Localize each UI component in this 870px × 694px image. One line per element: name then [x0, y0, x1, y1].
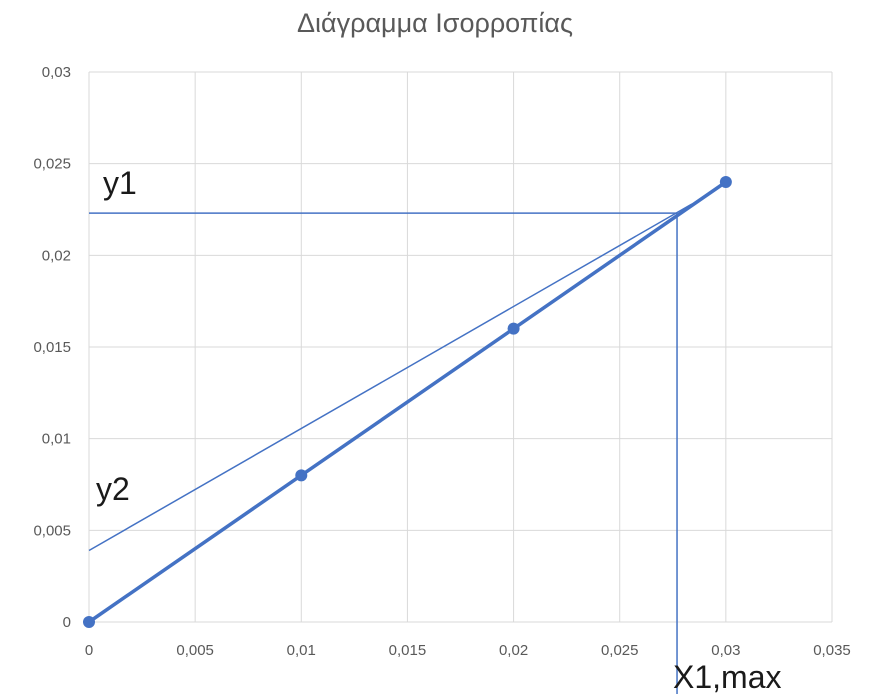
- x-tick-label-0: 0: [85, 642, 93, 659]
- equilibrium-line-0: [88, 180, 727, 624]
- y-tick-label-6: 0,03: [42, 64, 71, 81]
- annotation-y2: y2: [96, 471, 130, 507]
- annotation-y1: y1: [103, 165, 137, 201]
- operating-line: [88, 203, 693, 552]
- x-tick-label-1: 0,005: [176, 642, 214, 659]
- x-tick-label-5: 0,025: [601, 642, 639, 659]
- x-tick-label-7: 0,035: [813, 642, 851, 659]
- data-point-0-2: [507, 322, 520, 335]
- x-tick-label-4: 0,02: [499, 642, 528, 659]
- data-point-0-3: [719, 176, 732, 188]
- x-tick-label-6: 0,03: [711, 642, 740, 659]
- y-tick-label-0: 0: [63, 614, 71, 631]
- annotation-x1-max: X1,max: [673, 659, 781, 694]
- y-tick-label-5: 0,025: [33, 156, 71, 173]
- chart-title: Διάγραμμα Ισορροπίας: [296, 8, 574, 38]
- y-tick-label-3: 0,015: [33, 339, 71, 356]
- data-point-0-1: [295, 469, 308, 482]
- y-tick-label-2: 0,01: [42, 431, 71, 448]
- y-tick-label-1: 0,005: [33, 522, 71, 539]
- data-point-0-0: [83, 616, 95, 628]
- y-tick-label-4: 0,02: [42, 247, 71, 264]
- x-tick-label-2: 0,01: [287, 642, 316, 659]
- x-tick-label-3: 0,015: [389, 642, 427, 659]
